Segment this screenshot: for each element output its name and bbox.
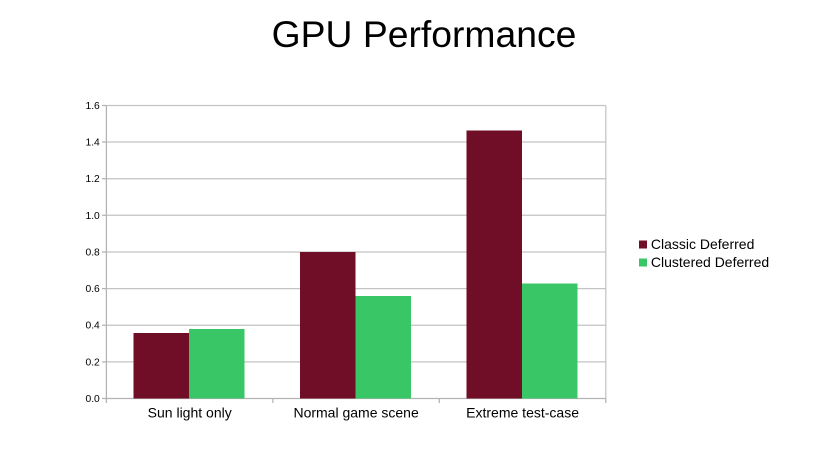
svg-text:0.2: 0.2: [85, 357, 100, 368]
svg-text:1.4: 1.4: [85, 138, 100, 149]
svg-text:1.6: 1.6: [85, 101, 100, 112]
svg-text:Classic Deferred: Classic Deferred: [651, 236, 754, 252]
svg-text:0.8: 0.8: [85, 248, 100, 259]
svg-text:GPU Performance: GPU Performance: [272, 13, 577, 55]
svg-text:0.0: 0.0: [85, 394, 100, 405]
svg-text:1.0: 1.0: [85, 211, 100, 222]
svg-text:1.2: 1.2: [85, 174, 100, 185]
svg-text:Normal game scene: Normal game scene: [293, 404, 418, 420]
svg-text:0.6: 0.6: [85, 284, 100, 295]
svg-text:Extreme test-case: Extreme test-case: [466, 404, 579, 420]
svg-text:Sun light only: Sun light only: [148, 404, 232, 420]
svg-text:0.4: 0.4: [85, 321, 100, 332]
svg-text:Clustered Deferred: Clustered Deferred: [651, 254, 769, 270]
